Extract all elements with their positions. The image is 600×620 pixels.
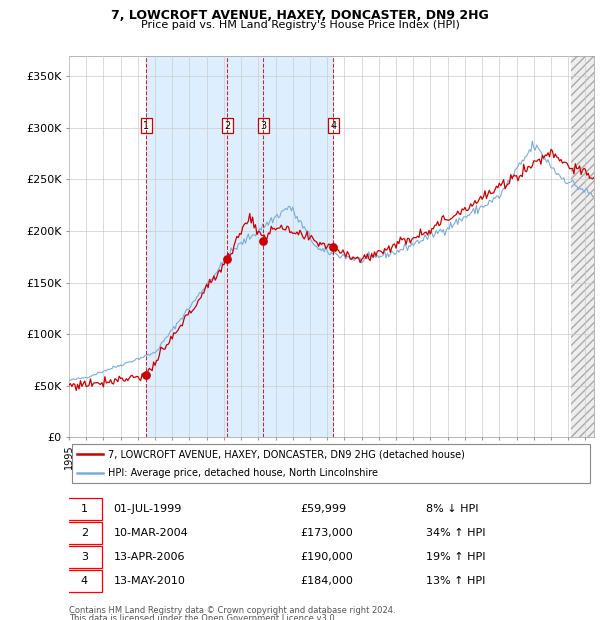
- Text: 13-MAY-2010: 13-MAY-2010: [113, 576, 185, 586]
- Text: 7, LOWCROFT AVENUE, HAXEY, DONCASTER, DN9 2HG (detached house): 7, LOWCROFT AVENUE, HAXEY, DONCASTER, DN…: [109, 449, 465, 459]
- FancyBboxPatch shape: [67, 546, 102, 568]
- Text: 13-APR-2006: 13-APR-2006: [113, 552, 185, 562]
- Text: 1: 1: [143, 121, 149, 131]
- Text: 13% ↑ HPI: 13% ↑ HPI: [426, 576, 485, 586]
- Text: £190,000: £190,000: [300, 552, 353, 562]
- Point: [329, 242, 338, 252]
- Text: 1: 1: [81, 504, 88, 515]
- Bar: [571, 56, 594, 437]
- Text: 7, LOWCROFT AVENUE, HAXEY, DONCASTER, DN9 2HG: 7, LOWCROFT AVENUE, HAXEY, DONCASTER, DN…: [111, 9, 489, 22]
- FancyBboxPatch shape: [71, 445, 590, 483]
- Text: 8% ↓ HPI: 8% ↓ HPI: [426, 504, 479, 515]
- Text: £59,999: £59,999: [300, 504, 346, 515]
- Point: [142, 370, 151, 380]
- FancyBboxPatch shape: [67, 570, 102, 591]
- Text: 10-MAR-2004: 10-MAR-2004: [113, 528, 188, 538]
- Text: 4: 4: [80, 576, 88, 586]
- Text: 4: 4: [331, 121, 337, 131]
- Text: £184,000: £184,000: [300, 576, 353, 586]
- Text: 3: 3: [81, 552, 88, 562]
- FancyBboxPatch shape: [67, 522, 102, 544]
- Bar: [146, 56, 334, 437]
- FancyBboxPatch shape: [67, 498, 102, 520]
- Text: Contains HM Land Registry data © Crown copyright and database right 2024.: Contains HM Land Registry data © Crown c…: [69, 606, 395, 616]
- Text: 34% ↑ HPI: 34% ↑ HPI: [426, 528, 485, 538]
- Text: 3: 3: [260, 121, 266, 131]
- Bar: [571, 56, 594, 437]
- Point: [223, 254, 232, 264]
- Text: 19% ↑ HPI: 19% ↑ HPI: [426, 552, 485, 562]
- Text: HPI: Average price, detached house, North Lincolnshire: HPI: Average price, detached house, Nort…: [109, 469, 379, 479]
- Point: [259, 236, 268, 246]
- Text: 2: 2: [224, 121, 230, 131]
- Text: £173,000: £173,000: [300, 528, 353, 538]
- Text: 2: 2: [80, 528, 88, 538]
- Text: Price paid vs. HM Land Registry's House Price Index (HPI): Price paid vs. HM Land Registry's House …: [140, 20, 460, 30]
- Text: This data is licensed under the Open Government Licence v3.0.: This data is licensed under the Open Gov…: [69, 614, 337, 620]
- Text: 01-JUL-1999: 01-JUL-1999: [113, 504, 182, 515]
